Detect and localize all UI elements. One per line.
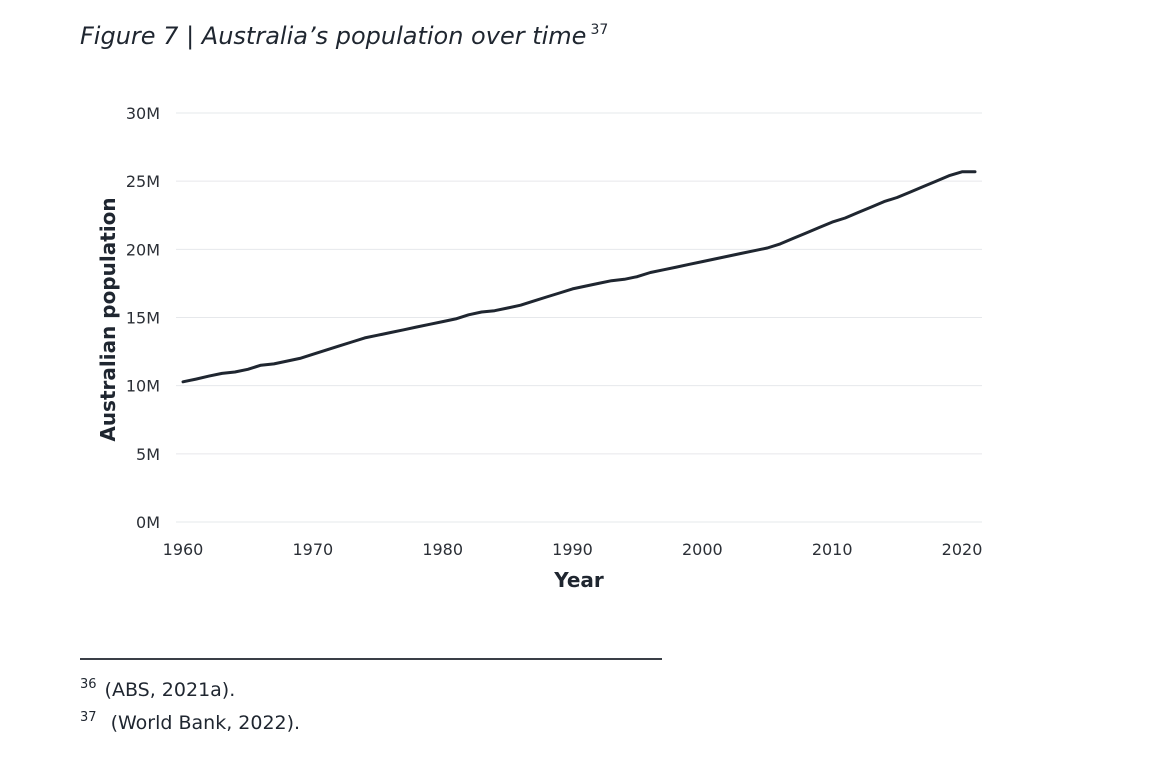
gridlines	[176, 112, 982, 523]
x-tick-label: 1960	[163, 540, 204, 559]
footnote-36: 36 (ABS, 2021a).	[80, 677, 235, 701]
footnote-number: 36	[80, 677, 97, 692]
y-tick-label: 30M	[126, 104, 160, 123]
y-tick-label: 5M	[136, 445, 160, 464]
figure-title: Figure 7 | Australia’s population over t…	[80, 22, 608, 50]
x-axis-title: Year	[553, 568, 604, 592]
footnote-text: (World Bank, 2022).	[104, 712, 301, 734]
y-tick-label: 10M	[126, 377, 160, 396]
y-axis-ticks: 0M 5M 10M 15M 20M 25M 30M	[126, 104, 160, 532]
figure-title-text: Figure 7 | Australia’s population over t…	[80, 22, 587, 50]
x-axis-ticks: 1960 1970 1980 1990 2000 2010 2020	[163, 540, 983, 559]
footnote-text: (ABS, 2021a).	[104, 679, 236, 701]
x-tick-label: 1970	[292, 540, 333, 559]
y-tick-label: 0M	[136, 513, 160, 532]
series-line-population	[181, 170, 977, 384]
population-line-chart: 0M 5M 10M 15M 20M 25M 30M 1960 1970 1980 1990 2000…	[96, 104, 983, 592]
footnote-number: 37	[80, 710, 97, 725]
y-axis-title: Australian population	[96, 197, 120, 441]
x-tick-label: 1990	[552, 540, 593, 559]
x-tick-label: 1980	[422, 540, 463, 559]
footnote-divider	[80, 658, 662, 660]
y-tick-label: 20M	[126, 240, 160, 259]
x-tick-label: 2010	[812, 540, 853, 559]
series-layer	[181, 170, 977, 384]
footnote-37: 37 (World Bank, 2022).	[80, 710, 300, 734]
x-tick-label: 2020	[942, 540, 983, 559]
figure-title-ref: 37	[590, 22, 609, 38]
x-tick-label: 2000	[682, 540, 723, 559]
y-tick-label: 25M	[126, 172, 160, 191]
y-tick-label: 15M	[126, 309, 160, 328]
